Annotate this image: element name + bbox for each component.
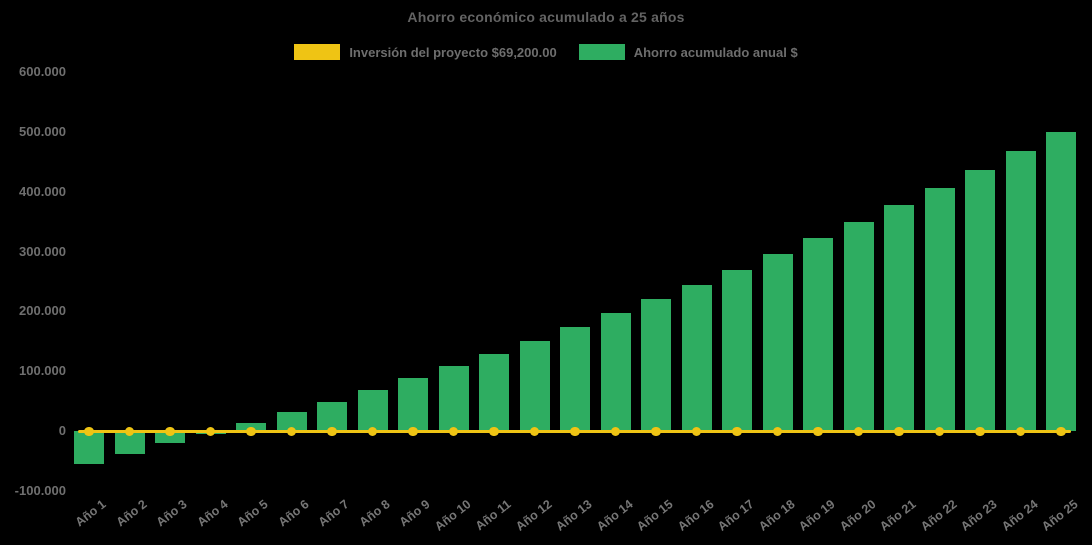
investment-line-marker (813, 427, 823, 437)
investment-line-marker (408, 427, 418, 437)
investment-line-marker (934, 427, 945, 437)
savings-bar (924, 187, 955, 431)
savings-bar (803, 238, 833, 431)
investment-line-marker (165, 427, 175, 437)
savings-bar (317, 401, 347, 431)
investment-line-marker (691, 427, 702, 437)
investment-line-marker (489, 427, 499, 437)
savings-bar (479, 353, 509, 431)
savings-bar (1046, 131, 1076, 431)
investment-line-marker (84, 427, 94, 437)
investment-line-marker (286, 427, 297, 437)
y-axis-tick-label: 100.000 (19, 363, 66, 379)
investment-line-marker (1056, 427, 1066, 437)
investment-line-marker (610, 427, 621, 437)
investment-line-marker (246, 427, 256, 437)
savings-bar (560, 326, 590, 431)
savings-bar (357, 390, 388, 431)
y-axis-tick-label: 200.000 (19, 303, 66, 319)
savings-bar (641, 298, 671, 431)
investment-line-marker (570, 427, 580, 437)
investment-line-marker (529, 427, 540, 437)
chart-title: Ahorro económico acumulado a 25 años (407, 9, 685, 25)
savings-bar (74, 431, 104, 465)
savings-bar (1005, 150, 1036, 431)
investment-line-marker (448, 427, 459, 437)
savings-bar (155, 431, 185, 444)
savings-bar (114, 431, 145, 454)
legend-item-investment: Inversión del proyecto $69,200.00 (294, 44, 557, 60)
investment-line-marker (124, 427, 135, 437)
investment-line-marker (894, 427, 904, 437)
investment-line-marker (651, 427, 661, 437)
y-axis-tick-label: 600.000 (19, 64, 66, 80)
savings-bar (600, 312, 631, 431)
investment-line-marker (327, 427, 337, 437)
savings-bar (438, 366, 469, 431)
savings-bar (843, 222, 874, 431)
y-axis-tick-label: 500.000 (19, 124, 66, 140)
savings-bar (681, 284, 712, 431)
investment-line-marker (1015, 427, 1026, 437)
legend-item-savings: Ahorro acumulado anual $ (578, 44, 798, 60)
savings-bar (276, 411, 307, 431)
legend-label-savings: Ahorro acumulado anual $ (633, 44, 798, 60)
investment-line-marker (367, 427, 378, 437)
investment-line-marker (205, 427, 216, 437)
investment-line-marker (772, 427, 783, 437)
savings-bar (398, 378, 428, 431)
investment-line-marker (732, 427, 742, 437)
investment-line-marker (853, 427, 864, 437)
y-axis-tick-label: -100.000 (14, 482, 66, 498)
investment-line-marker (975, 427, 985, 437)
y-axis-tick-label: 300.000 (19, 243, 66, 259)
y-axis-tick-label: 0 (58, 423, 66, 438)
investment-line-swatch (294, 44, 341, 60)
savings-bar (884, 205, 914, 431)
savings-bar (519, 340, 550, 431)
chart-legend: Inversión del proyecto $69,200.00 Ahorro… (0, 44, 1092, 60)
y-axis-tick-label: 400.000 (19, 183, 66, 199)
savings-bar (722, 269, 752, 431)
savings-bar-swatch (578, 44, 625, 60)
legend-label-investment: Inversión del proyecto $69,200.00 (349, 44, 557, 60)
savings-bar (965, 169, 995, 431)
savings-bar (762, 254, 793, 431)
savings-bar (236, 422, 266, 431)
